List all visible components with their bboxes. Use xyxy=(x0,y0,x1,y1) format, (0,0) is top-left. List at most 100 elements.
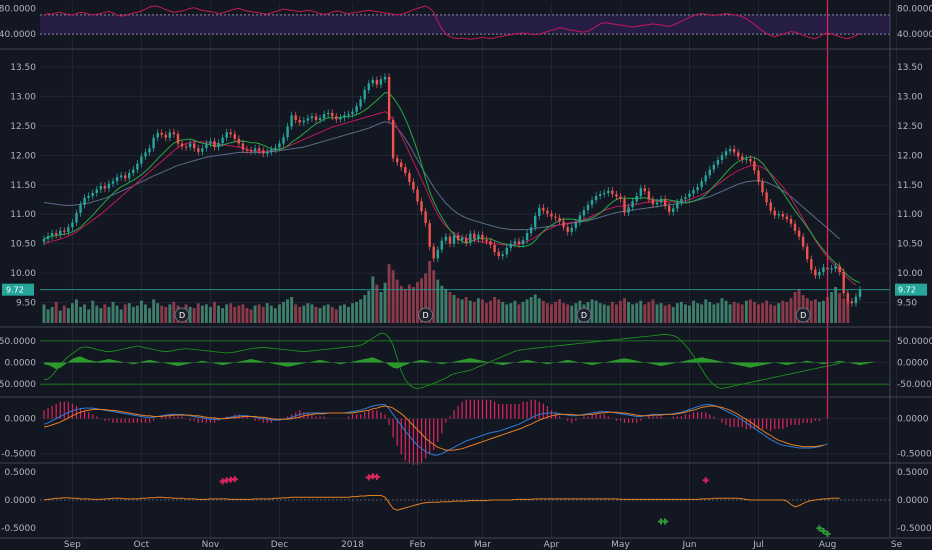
volume-bar xyxy=(99,308,103,323)
volume-bar xyxy=(797,288,801,323)
volume-bar xyxy=(265,303,269,323)
candle-body xyxy=(63,230,66,232)
dividend-marker[interactable] xyxy=(576,307,592,323)
candle-body xyxy=(327,112,330,115)
candle-body xyxy=(534,216,537,228)
last-price-badge-right xyxy=(895,283,927,296)
candle-body xyxy=(627,207,630,213)
y-tick-label: 0.0000 xyxy=(897,496,929,506)
volume-bar xyxy=(830,292,833,323)
x-tick-label: Dec xyxy=(271,540,288,550)
y-tick-label: 40.0000 xyxy=(897,30,932,40)
dividend-marker[interactable] xyxy=(795,307,811,323)
volume-bar xyxy=(367,290,371,323)
candle-body xyxy=(574,222,577,228)
volume-bar xyxy=(846,300,850,323)
candle-body xyxy=(700,181,703,188)
candle-body xyxy=(229,132,232,135)
volume-bar xyxy=(521,301,525,323)
candle-body xyxy=(696,187,699,190)
candle-body xyxy=(521,240,525,245)
candle-body xyxy=(501,254,504,257)
price-panel: D D D D 13.50 13.50 13.00 13.00 12.50 12.50 12.00… xyxy=(2,63,927,323)
candle-body xyxy=(822,267,825,272)
volume-bar xyxy=(322,305,326,323)
candle-body xyxy=(517,241,521,245)
volume-bar xyxy=(253,305,257,323)
sell-signal-marker xyxy=(231,476,238,483)
volume-bar xyxy=(728,304,732,323)
dividend-marker[interactable] xyxy=(418,307,434,323)
volume-bar xyxy=(119,309,123,323)
candle-body xyxy=(692,190,695,194)
y-tick-label: 12.00 xyxy=(10,151,36,161)
candle-body xyxy=(42,239,46,242)
candle-body xyxy=(424,211,427,224)
candle-body xyxy=(830,268,833,270)
candle-body xyxy=(659,198,663,203)
candle-body xyxy=(858,289,862,297)
volume-bar xyxy=(566,304,570,323)
volume-bar xyxy=(558,299,561,323)
candle-body xyxy=(428,223,431,247)
lower-panel: 0.5000 0.5000 0.0000 0.0000 -0.5000 -0.5000 xyxy=(1,468,932,537)
candle-body xyxy=(590,200,594,205)
candle-body xyxy=(172,132,176,135)
candle-body xyxy=(806,246,809,259)
volume-bar xyxy=(533,294,537,323)
volume-bar xyxy=(79,306,82,323)
x-tick-label: Jul xyxy=(752,540,764,550)
dividend-marker[interactable] xyxy=(174,307,190,323)
candle-body xyxy=(318,118,322,120)
volume-bar xyxy=(456,298,460,323)
y-tick-label: 9.50 xyxy=(897,299,917,309)
candle-body xyxy=(176,134,180,144)
volume-bar xyxy=(631,304,635,323)
candle-body xyxy=(111,181,115,184)
y-tick-label: 12.50 xyxy=(10,122,36,132)
buy-signal-marker xyxy=(816,525,823,532)
volume-bar xyxy=(748,299,752,323)
candle-body xyxy=(846,293,849,302)
x-tick-label: Feb xyxy=(410,540,426,550)
oscillator-panel: 50.0000 50.0000 0.0000 0.0000 -50.0000 -50.00… xyxy=(0,332,932,390)
last-price-label-right: 9.72 xyxy=(898,286,916,295)
volume-bar xyxy=(659,303,663,323)
candle-body xyxy=(473,233,476,239)
y-tick-label: 11.00 xyxy=(10,210,36,220)
candle-body xyxy=(716,160,720,165)
candle-body xyxy=(631,201,634,208)
volume-bar xyxy=(594,300,598,323)
volume-bar xyxy=(127,303,131,323)
volume-bar xyxy=(245,308,249,323)
volume-bar xyxy=(708,301,712,323)
y-tick-label: 0.5000 xyxy=(5,468,37,478)
candle-body xyxy=(136,163,139,170)
volume-bar xyxy=(460,299,464,323)
y-tick-label: 10.50 xyxy=(10,240,36,250)
candle-body xyxy=(810,259,813,270)
candle-body xyxy=(412,181,415,190)
candle-body xyxy=(351,111,354,115)
candle-body xyxy=(168,132,171,138)
x-tick-label: Oct xyxy=(134,540,150,550)
candle-body xyxy=(542,207,545,211)
candle-body xyxy=(712,164,715,170)
candle-body xyxy=(237,138,240,144)
volume-bar xyxy=(610,301,614,323)
candle-body xyxy=(586,204,590,211)
volume-bar xyxy=(225,304,229,323)
volume-bar xyxy=(383,282,387,323)
volume-bar xyxy=(399,285,403,323)
volume-bar xyxy=(464,297,468,323)
volume-bar xyxy=(87,309,91,323)
candle-body xyxy=(538,207,541,216)
candle-body xyxy=(801,236,805,247)
volume-bar xyxy=(623,298,626,323)
volume-bar xyxy=(314,306,318,323)
ma-mid-line xyxy=(43,92,861,284)
candle-body xyxy=(444,236,448,241)
volume-bar xyxy=(302,305,306,323)
candle-body xyxy=(688,193,691,198)
